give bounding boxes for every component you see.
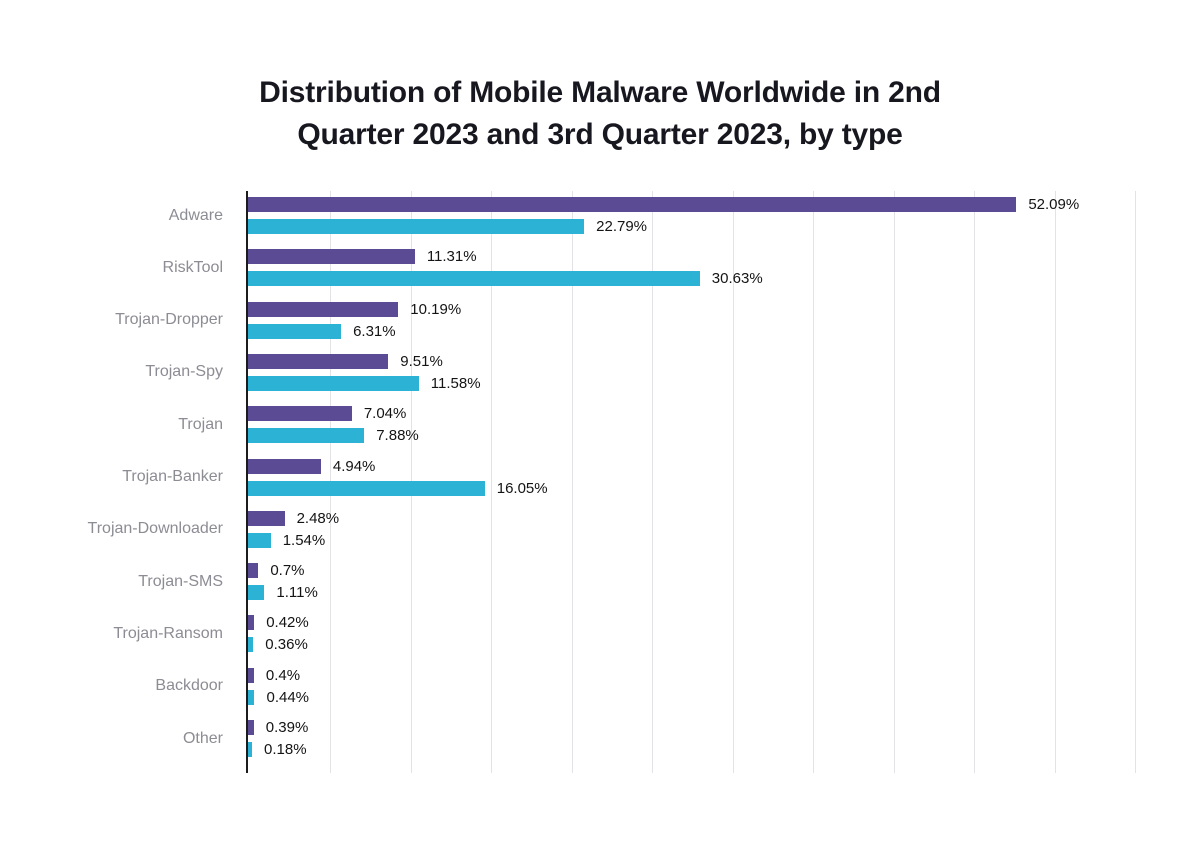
bar-row-q2: 2.48% (248, 509, 340, 527)
gridline (974, 191, 975, 773)
category-label: Trojan-Ransom (113, 624, 223, 642)
gridline (1054, 191, 1056, 773)
bar-row-q2: 0.7% (248, 562, 305, 580)
bar-row-q2: 0.42% (248, 614, 309, 632)
gridline (732, 191, 734, 773)
bar-value-label: 2.48% (296, 509, 340, 527)
chart-title-line-1: Distribution of Mobile Malware Worldwide… (259, 76, 941, 109)
bar-row-q3: 1.54% (248, 531, 326, 549)
y-axis-line (246, 191, 248, 773)
bar-row-q2: 10.19% (248, 300, 462, 318)
bar-value-label: 0.39% (265, 719, 309, 736)
category-label: Trojan-Dropper (115, 311, 223, 329)
chart-title: Distribution of Mobile Malware Worldwide… (0, 72, 1200, 156)
bar-value-label: 0.4% (265, 666, 301, 684)
category-label: Adware (168, 206, 223, 224)
gridline (652, 191, 653, 773)
bar-segment (248, 428, 365, 444)
bar-value-label: 0.44% (266, 688, 310, 706)
plot-area: 52.09% 22.79% 11.31% 30.63% 10.19% 6.31% 9.51%… (246, 191, 1153, 773)
bar-segment (248, 353, 389, 369)
bar-segment (248, 323, 342, 339)
bar-row-q2: 52.09% (248, 196, 1080, 213)
bar-segment (248, 637, 254, 653)
bar-value-label: 22.79% (596, 218, 648, 235)
bar-value-label: 30.63% (711, 270, 763, 288)
bar-value-label: 16.05% (496, 479, 548, 497)
bar-value-label: 9.51% (400, 352, 443, 370)
bar-value-label: 10.19% (410, 300, 462, 318)
bar-segment (248, 271, 700, 287)
category-label: Trojan-Downloader (87, 520, 223, 538)
bar-value-label: 0.18% (264, 741, 307, 758)
gridline (893, 191, 895, 773)
bar-segment (248, 563, 259, 579)
bar-segment (248, 406, 352, 422)
bar-value-label: 1.11% (276, 584, 318, 602)
gridline (1135, 191, 1136, 773)
bar-segment (248, 585, 265, 601)
bar-segment (248, 480, 485, 496)
chart-title-line-2: Quarter 2023 and 3rd Quarter 2023, by ty… (297, 118, 903, 151)
bar-value-label: 0.42% (266, 614, 309, 632)
bar-segment (248, 197, 1017, 212)
category-label: Trojan (178, 415, 223, 433)
bar-row-q3: 0.18% (248, 741, 307, 758)
bar-segment (248, 742, 252, 757)
bar-segment (248, 458, 321, 474)
gridline (571, 191, 573, 773)
bar-segment (248, 615, 255, 631)
bar-value-label: 0.36% (265, 636, 308, 654)
bar-row-q2: 0.39% (248, 719, 309, 736)
bar-value-label: 7.04% (363, 405, 407, 423)
bar-row-q3: 11.58% (248, 374, 481, 392)
category-axis-labels: Adware RiskTool Trojan-Dropper Trojan-Spy Tr… (0, 191, 235, 773)
bar-value-label: 0.7% (270, 562, 305, 580)
bar-row-q2: 0.4% (248, 666, 301, 684)
category-label: Trojan-Banker (122, 468, 223, 485)
bar-row-q2: 11.31% (248, 248, 477, 266)
bar-row-q3: 6.31% (248, 322, 396, 340)
gridline (813, 191, 814, 773)
bar-segment (248, 219, 585, 234)
bar-segment (248, 532, 271, 548)
category-label: RiskTool (162, 258, 223, 276)
bar-value-label: 6.31% (353, 322, 396, 340)
bar-segment (248, 510, 285, 526)
bar-value-label: 11.31% (426, 248, 477, 266)
gridline (491, 191, 492, 773)
bar-row-q2: 7.04% (248, 405, 407, 423)
bar-segment (248, 667, 254, 683)
bar-segment (248, 689, 255, 705)
bar-segment (248, 375, 419, 391)
bar-value-label: 11.58% (430, 374, 481, 392)
bar-segment (248, 249, 415, 265)
bar-row-q3: 7.88% (248, 427, 419, 445)
bar-row-q2: 4.94% (248, 457, 376, 475)
bar-row-q3: 0.36% (248, 636, 308, 654)
bar-row-q3: 0.44% (248, 688, 310, 706)
bar-value-label: 4.94% (332, 457, 376, 475)
bar-value-label: 52.09% (1028, 196, 1080, 213)
bar-value-label: 7.88% (376, 427, 419, 445)
category-label: Backdoor (155, 677, 223, 695)
category-label: Trojan-SMS (138, 572, 223, 590)
category-label: Other (182, 729, 223, 747)
bar-row-q3: 22.79% (248, 218, 648, 235)
bar-row-q3: 1.11% (248, 584, 318, 602)
bar-segment (248, 301, 399, 317)
bar-segment (248, 720, 254, 735)
category-label: Trojan-Spy (145, 363, 223, 381)
bar-value-label: 1.54% (282, 531, 326, 549)
bar-row-q3: 30.63% (248, 270, 763, 288)
bar-row-q2: 9.51% (248, 352, 443, 370)
bar-row-q3: 16.05% (248, 479, 548, 497)
